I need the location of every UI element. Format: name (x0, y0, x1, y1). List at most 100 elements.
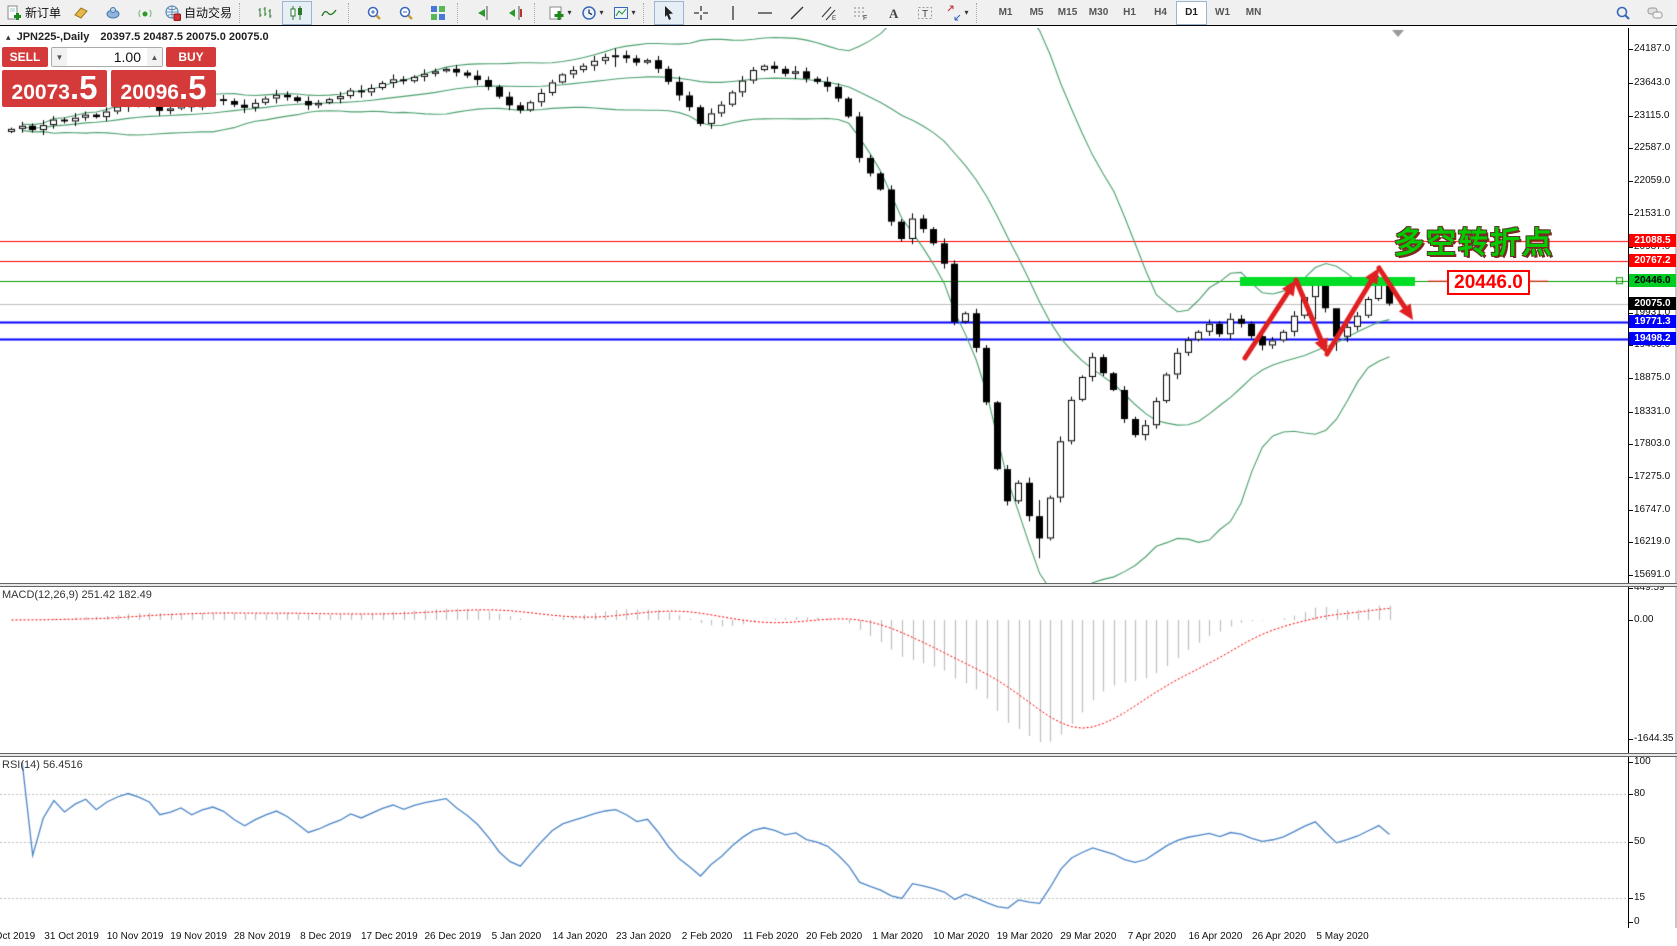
equidistant-channel-button[interactable]: E (814, 1, 844, 25)
trend-line-button[interactable] (782, 1, 812, 25)
macd-tick-label: -1644.35 (1634, 732, 1674, 744)
toolbar-separator (239, 2, 246, 23)
tick-mark (1629, 180, 1633, 182)
rsi-tick-label: 100 (1634, 756, 1651, 767)
templates-button[interactable]: ▾ (609, 1, 639, 25)
arrows-icon (946, 5, 962, 21)
chevron-down-icon[interactable]: ▾ (964, 8, 969, 17)
sell-button[interactable]: SELL (2, 47, 48, 67)
timeframe-m5-button[interactable]: M5 (1029, 7, 1044, 18)
tile-windows-button[interactable] (423, 1, 453, 25)
arrows-button[interactable]: ▾ (942, 1, 972, 25)
date-axis[interactable]: 22 Oct 2019 31 Oct 2019 10 Nov 2019 19 Nov … (0, 928, 1677, 946)
date-label: 10 Nov 2019 (106, 931, 164, 942)
tline-icon (789, 5, 805, 21)
date-label: 11 Feb 2020 (742, 931, 799, 942)
toolbar-left: 新订单 自动交易 ▾ ▾ ▾ E F A T ▾ (2, 0, 986, 25)
date-label: 28 Nov 2019 (233, 931, 291, 942)
pane-splitter-rsi[interactable] (0, 753, 1677, 757)
auto-scroll-button[interactable] (468, 1, 498, 25)
metaeditor-icon (73, 5, 89, 21)
virtual-hosting-button[interactable] (98, 1, 128, 25)
timeframe-mn-button[interactable]: MN (1245, 7, 1262, 18)
rsi-tick-label: 0 (1634, 916, 1640, 927)
tick-mark (1629, 49, 1633, 51)
chevron-down-icon[interactable]: ▾ (599, 8, 604, 17)
indicators-list-button[interactable]: ▾ (545, 1, 575, 25)
hosting-icon (105, 5, 121, 21)
text-label-button[interactable]: T (910, 1, 940, 25)
timeframe-d1-button[interactable]: D1 (1176, 0, 1208, 25)
date-label: 5 Jan 2020 (491, 931, 542, 942)
price-tick-label: 17275.0 (1634, 470, 1671, 482)
zoom-in-button[interactable] (359, 1, 389, 25)
buy-price[interactable]: 20096 .5 (111, 70, 216, 107)
macd-tick-label: 0.00 (1634, 614, 1654, 625)
date-label: 23 Jan 2020 (615, 931, 672, 942)
template-icon (613, 5, 629, 21)
buy-button[interactable]: BUY (166, 47, 216, 67)
tick-mark (1629, 587, 1633, 589)
volume-decrease-button[interactable]: ▼ (52, 48, 67, 66)
date-label: 2 Feb 2020 (681, 931, 733, 942)
price-tick-label: 21531.0 (1634, 207, 1671, 219)
timeframe-h4-button[interactable]: H4 (1154, 7, 1167, 18)
cursor-button[interactable] (654, 0, 685, 25)
price-tick-label: 24187.0 (1634, 43, 1671, 55)
tick-mark (1629, 411, 1633, 413)
chat-button[interactable] (1640, 1, 1670, 25)
toolbar-separator (643, 2, 650, 23)
autotrading-button[interactable]: 自动交易 (162, 1, 235, 25)
zoom-out-button[interactable] (391, 1, 421, 25)
tick-mark (1629, 115, 1633, 117)
line-chart-button[interactable] (314, 1, 344, 25)
periods-button[interactable]: ▾ (577, 1, 607, 25)
toolbar-separator (457, 2, 464, 23)
metaeditor-button[interactable] (66, 1, 96, 25)
price-axis[interactable]: 24187.0 23643.0 23115.0 22587.0 22059.0 21531… (1628, 28, 1677, 928)
cursor-icon (661, 5, 677, 21)
tile-icon (430, 5, 446, 21)
timeframe-m30-button[interactable]: M30 (1088, 7, 1109, 18)
pane-splitter-macd[interactable] (0, 583, 1677, 587)
tick-mark (1629, 82, 1633, 84)
symbol-marker-icon: ▴ (6, 32, 11, 42)
timeframe-w1-button[interactable]: W1 (1215, 7, 1231, 18)
macd-canvas[interactable] (0, 587, 1628, 753)
tick-mark (1629, 247, 1633, 249)
volume-increase-button[interactable]: ▲ (147, 48, 162, 66)
rsi-canvas[interactable] (0, 757, 1628, 928)
price-tick-label: 19931.0 (1634, 306, 1671, 318)
price-level-callout: 20446.0 (1447, 270, 1530, 295)
tick-mark (1629, 898, 1633, 899)
volume-input[interactable]: 1.00 (113, 49, 141, 65)
date-label: 8 Dec 2019 (300, 931, 352, 942)
timeframe-m15-button[interactable]: M15 (1057, 7, 1078, 18)
channel-icon: E (821, 5, 837, 21)
vertical-line-button[interactable] (718, 1, 748, 25)
candlestick-chart-button[interactable] (282, 0, 313, 25)
chevron-down-icon[interactable]: ▾ (631, 8, 636, 17)
one-click-trading-panel: SELL ▼ 1.00 ▲ BUY 20073 .5 20096 .5 (2, 47, 216, 107)
search-button[interactable] (1608, 1, 1638, 25)
chart-shift-button[interactable] (500, 1, 530, 25)
signals-button[interactable] (130, 1, 160, 25)
text-button[interactable]: A (878, 1, 908, 25)
date-label: 29 Mar 2020 (1060, 931, 1117, 942)
sell-price[interactable]: 20073 .5 (2, 70, 107, 107)
new-order-button[interactable]: 新订单 (3, 1, 64, 25)
price-chart-canvas[interactable] (0, 28, 1628, 583)
toolbar-separator (976, 2, 983, 23)
date-label: 19 Nov 2019 (170, 931, 227, 942)
fibonacci-button[interactable]: F (846, 1, 876, 25)
date-label: 26 Dec 2019 (424, 931, 482, 942)
zoom-out-icon (398, 5, 414, 21)
timeframe-h1-button[interactable]: H1 (1123, 7, 1136, 18)
timeframe-m1-button[interactable]: M1 (998, 7, 1013, 18)
bar-chart-button[interactable] (250, 1, 280, 25)
horizontal-line-button[interactable] (750, 1, 780, 25)
date-label: 5 May 2020 (1316, 931, 1369, 942)
date-label: 7 Apr 2020 (1127, 931, 1177, 942)
chevron-down-icon[interactable]: ▾ (567, 8, 572, 17)
crosshair-button[interactable] (686, 1, 716, 25)
